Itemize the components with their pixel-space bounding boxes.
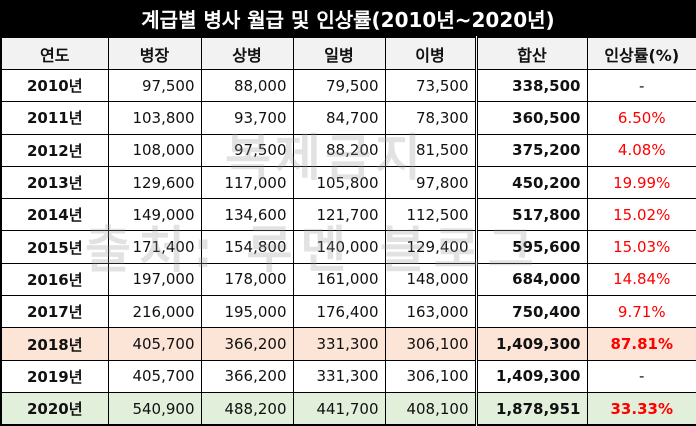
increase-rate-cell: 6.50% [586,101,696,135]
pfc-pay-cell: 84,700 [292,101,386,135]
year-cell: 2014년 [0,198,109,232]
sergeant-pay-cell: 216,000 [107,295,202,329]
table-row: 2019년 405,700 366,200 331,300 306,100 1,409,3… [0,359,696,393]
sergeant-pay-cell: 108,000 [107,133,202,167]
year-cell: 2010년 [0,68,109,103]
corporal-pay-cell: 97,500 [200,133,294,167]
total-pay-cell: 360,500 [474,101,588,135]
header-corporal: 상병 [200,36,294,70]
header-sergeant: 병장 [107,36,202,70]
private-pay-cell: 129,400 [384,230,477,264]
table-row: 2017년 216,000 195,000 176,400 163,000 750,400… [0,295,696,329]
sergeant-pay-cell: 171,400 [107,230,202,264]
corporal-pay-cell: 154,800 [200,230,294,264]
corporal-pay-cell: 93,700 [200,101,294,135]
increase-rate-cell: 4.08% [586,133,696,167]
increase-rate-cell: 87.81% [586,327,696,361]
year-cell: 2015년 [0,230,109,264]
corporal-pay-cell: 117,000 [200,165,294,200]
table-row: 2018년 405,700 366,200 331,300 306,100 1,409,3… [0,327,696,361]
header-total: 합산 [474,36,588,70]
year-cell: 2020년 [0,391,109,426]
total-pay-cell: 338,500 [474,68,588,103]
pfc-pay-cell: 88,200 [292,133,386,167]
table-row: 2014년 149,000 134,600 121,700 112,500 517,800… [0,198,696,232]
pfc-pay-cell: 176,400 [292,295,386,329]
corporal-pay-cell: 88,000 [200,68,294,103]
salary-table: 연도 병장 상병 일병 이병 합산 인상률(%) 2010년 97,500 88,0… [0,36,696,426]
corporal-pay-cell: 366,200 [200,359,294,393]
header-rate: 인상률(%) [586,36,696,70]
total-pay-cell: 595,600 [474,230,588,264]
increase-rate-cell: 9.71% [586,295,696,329]
private-pay-cell: 73,500 [384,68,477,103]
total-pay-cell: 750,400 [474,295,588,329]
sergeant-pay-cell: 405,700 [107,327,202,361]
table-row: 2020년 540,900 488,200 441,700 408,100 1,878,9… [0,391,696,426]
total-pay-cell: 375,200 [474,133,588,167]
private-pay-cell: 112,500 [384,198,477,232]
total-pay-cell: 684,000 [474,262,588,297]
year-cell: 2017년 [0,295,109,329]
sergeant-pay-cell: 540,900 [107,391,202,426]
pfc-pay-cell: 441,700 [292,391,386,426]
total-pay-cell: 1,409,300 [474,327,588,361]
sergeant-pay-cell: 405,700 [107,359,202,393]
pfc-pay-cell: 121,700 [292,198,386,232]
private-pay-cell: 97,800 [384,165,477,200]
private-pay-cell: 148,000 [384,262,477,297]
pfc-pay-cell: 79,500 [292,68,386,103]
pfc-pay-cell: 331,300 [292,327,386,361]
corporal-pay-cell: 488,200 [200,391,294,426]
table-row: 2012년 108,000 97,500 88,200 81,500 375,200 4.0… [0,133,696,167]
pfc-pay-cell: 140,000 [292,230,386,264]
increase-rate-cell: 15.02% [586,198,696,232]
pfc-pay-cell: 331,300 [292,359,386,393]
increase-rate-cell: 33.33% [586,391,696,426]
header-private: 이병 [384,36,477,70]
table-row: 2010년 97,500 88,000 79,500 73,500 338,500- [0,68,696,103]
sergeant-pay-cell: 103,800 [107,101,202,135]
pfc-pay-cell: 161,000 [292,262,386,297]
increase-rate-cell: 14.84% [586,262,696,297]
corporal-pay-cell: 366,200 [200,327,294,361]
sergeant-pay-cell: 97,500 [107,68,202,103]
increase-rate-cell: - [586,359,696,393]
header-row: 연도 병장 상병 일병 이병 합산 인상률(%) [0,36,696,70]
private-pay-cell: 408,100 [384,391,477,426]
corporal-pay-cell: 195,000 [200,295,294,329]
private-pay-cell: 306,100 [384,359,477,393]
increase-rate-cell: 19.99% [586,165,696,200]
private-pay-cell: 81,500 [384,133,477,167]
sergeant-pay-cell: 149,000 [107,198,202,232]
header-pfc: 일병 [292,36,386,70]
year-cell: 2016년 [0,262,109,297]
year-cell: 2012년 [0,133,109,167]
increase-rate-cell: 15.03% [586,230,696,264]
table-row: 2011년 103,800 93,700 84,700 78,300 360,500 6.5… [0,101,696,135]
year-cell: 2018년 [0,327,109,361]
corporal-pay-cell: 178,000 [200,262,294,297]
year-cell: 2011년 [0,101,109,135]
sergeant-pay-cell: 129,600 [107,165,202,200]
private-pay-cell: 306,100 [384,327,477,361]
header-year: 연도 [0,36,109,70]
private-pay-cell: 163,000 [384,295,477,329]
private-pay-cell: 78,300 [384,101,477,135]
sergeant-pay-cell: 197,000 [107,262,202,297]
year-cell: 2013년 [0,165,109,200]
year-cell: 2019년 [0,359,109,393]
corporal-pay-cell: 134,600 [200,198,294,232]
pfc-pay-cell: 105,800 [292,165,386,200]
table-title: 계급별 병사 월급 및 인상률(2010년~2020년) [0,0,696,36]
total-pay-cell: 1,409,300 [474,359,588,393]
total-pay-cell: 517,800 [474,198,588,232]
total-pay-cell: 1,878,951 [474,391,588,426]
increase-rate-cell: - [586,68,696,103]
table-row: 2015년 171,400 154,800 140,000 129,400 595,600… [0,230,696,264]
total-pay-cell: 450,200 [474,165,588,200]
table-row: 2013년 129,600 117,000 105,800 97,800 450,200 1… [0,165,696,200]
table-row: 2016년 197,000 178,000 161,000 148,000 684,000… [0,262,696,297]
